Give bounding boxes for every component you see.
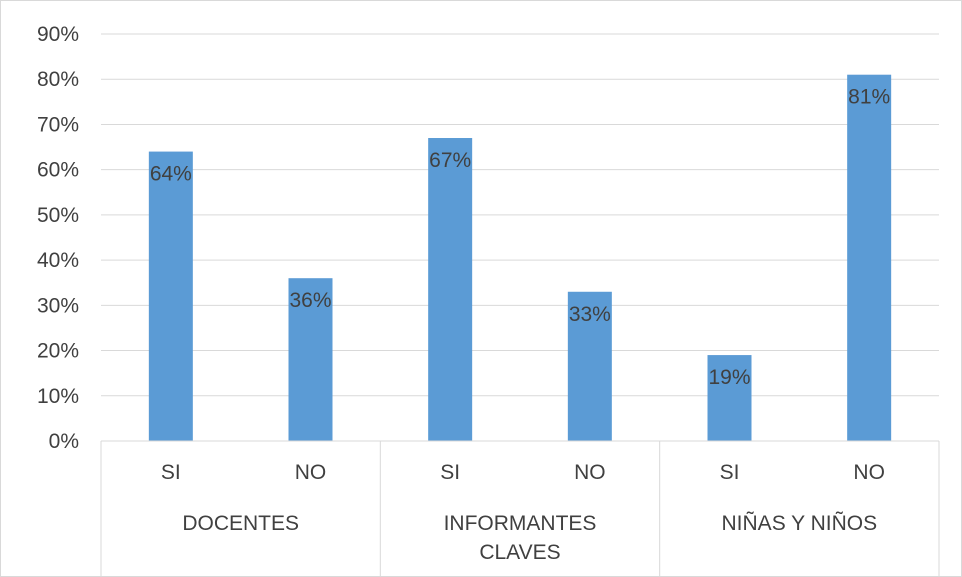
- bar: [707, 355, 752, 441]
- data-label: 67%: [429, 149, 471, 172]
- data-label: 36%: [289, 289, 331, 312]
- x-category-label: NO: [853, 461, 885, 484]
- y-tick-label: 70%: [37, 113, 79, 136]
- x-group-label: INFORMANTES CLAVES: [444, 512, 597, 564]
- y-tick-label: 0%: [49, 430, 79, 453]
- x-category-label: NO: [295, 461, 327, 484]
- y-tick-label: 50%: [37, 204, 79, 227]
- bar: [567, 291, 612, 441]
- bar: [847, 74, 892, 441]
- y-tick-label: 20%: [37, 340, 79, 363]
- y-axis-ticks: 0% 10% 20% 30% 40% 50% 60% 70% 80% 90%: [37, 23, 79, 453]
- data-label: 33%: [569, 303, 611, 326]
- x-axis: SI NO SI NO SI NO DOCENTES INFORMANTES CLAVES NIÑ…: [100, 440, 940, 576]
- x-category-label: SI: [720, 461, 740, 484]
- y-tick-label: 10%: [37, 385, 79, 408]
- y-tick-label: 30%: [37, 294, 79, 317]
- x-group-label: NIÑAS Y NIÑOS: [722, 511, 878, 535]
- data-label: 19%: [708, 366, 750, 389]
- data-labels: 64% 36% 67% 33% 19% 81%: [150, 86, 890, 389]
- x-group-label: DOCENTES: [182, 512, 299, 535]
- x-category-label: SI: [161, 461, 181, 484]
- y-tick-label: 60%: [37, 159, 79, 182]
- y-tick-label: 90%: [37, 23, 79, 46]
- y-tick-label: 40%: [37, 249, 79, 272]
- x-category-label: SI: [440, 461, 460, 484]
- bar: [428, 138, 473, 441]
- data-label: 81%: [848, 86, 890, 109]
- gridlines: [101, 33, 939, 442]
- y-tick-label: 80%: [37, 68, 79, 91]
- bar: [148, 151, 193, 442]
- x-category-label: NO: [574, 461, 606, 484]
- data-label: 64%: [150, 163, 192, 186]
- bar: [288, 278, 333, 441]
- bars: [148, 74, 892, 442]
